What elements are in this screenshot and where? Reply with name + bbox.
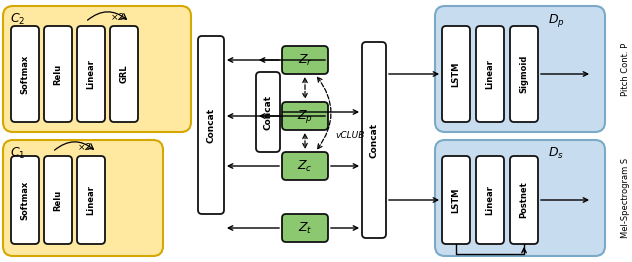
FancyBboxPatch shape bbox=[282, 102, 328, 130]
Text: Relu: Relu bbox=[54, 189, 63, 211]
Text: Linear: Linear bbox=[87, 59, 95, 89]
Text: Relu: Relu bbox=[54, 63, 63, 85]
FancyBboxPatch shape bbox=[44, 26, 72, 122]
Text: $Z_p$: $Z_p$ bbox=[297, 107, 313, 124]
Text: Linear: Linear bbox=[485, 185, 494, 215]
FancyBboxPatch shape bbox=[282, 46, 328, 74]
Text: Postnet: Postnet bbox=[520, 182, 528, 218]
Text: Mel-Spectrogram S: Mel-Spectrogram S bbox=[621, 158, 631, 238]
FancyBboxPatch shape bbox=[3, 140, 163, 256]
Text: $Z_c$: $Z_c$ bbox=[297, 159, 313, 173]
FancyBboxPatch shape bbox=[510, 26, 538, 122]
Text: $D_p$: $D_p$ bbox=[548, 12, 565, 29]
Text: $Z_t$: $Z_t$ bbox=[298, 220, 312, 236]
Text: Sigmoid: Sigmoid bbox=[520, 55, 528, 93]
FancyBboxPatch shape bbox=[476, 26, 504, 122]
Text: $C_2$: $C_2$ bbox=[10, 12, 25, 27]
FancyBboxPatch shape bbox=[77, 26, 105, 122]
Text: Concat: Concat bbox=[264, 94, 272, 130]
FancyBboxPatch shape bbox=[3, 6, 191, 132]
Text: $\times$2: $\times$2 bbox=[77, 140, 92, 151]
Text: LSTM: LSTM bbox=[451, 61, 461, 87]
FancyBboxPatch shape bbox=[11, 156, 39, 244]
FancyBboxPatch shape bbox=[282, 152, 328, 180]
Text: LSTM: LSTM bbox=[451, 187, 461, 213]
FancyBboxPatch shape bbox=[256, 72, 280, 152]
Text: Linear: Linear bbox=[87, 185, 95, 215]
FancyBboxPatch shape bbox=[198, 36, 224, 214]
Text: Pitch Cont. P: Pitch Cont. P bbox=[621, 42, 631, 96]
Text: $D_s$: $D_s$ bbox=[548, 146, 564, 161]
Text: Softmax: Softmax bbox=[20, 180, 30, 220]
Text: GRL: GRL bbox=[119, 65, 128, 83]
Text: vCLUB: vCLUB bbox=[335, 131, 365, 140]
FancyBboxPatch shape bbox=[435, 140, 605, 256]
FancyBboxPatch shape bbox=[442, 156, 470, 244]
FancyBboxPatch shape bbox=[44, 156, 72, 244]
FancyBboxPatch shape bbox=[476, 156, 504, 244]
FancyBboxPatch shape bbox=[510, 156, 538, 244]
FancyBboxPatch shape bbox=[282, 214, 328, 242]
Text: $C_1$: $C_1$ bbox=[10, 146, 25, 161]
Text: $Z_r$: $Z_r$ bbox=[298, 52, 312, 68]
Text: $\times$2: $\times$2 bbox=[110, 10, 125, 21]
Text: Concat: Concat bbox=[207, 107, 216, 143]
Text: Linear: Linear bbox=[485, 59, 494, 89]
FancyBboxPatch shape bbox=[110, 26, 138, 122]
FancyBboxPatch shape bbox=[435, 6, 605, 132]
Text: Concat: Concat bbox=[370, 122, 379, 157]
FancyBboxPatch shape bbox=[442, 26, 470, 122]
FancyBboxPatch shape bbox=[11, 26, 39, 122]
Text: Softmax: Softmax bbox=[20, 54, 30, 94]
FancyBboxPatch shape bbox=[362, 42, 386, 238]
FancyBboxPatch shape bbox=[77, 156, 105, 244]
